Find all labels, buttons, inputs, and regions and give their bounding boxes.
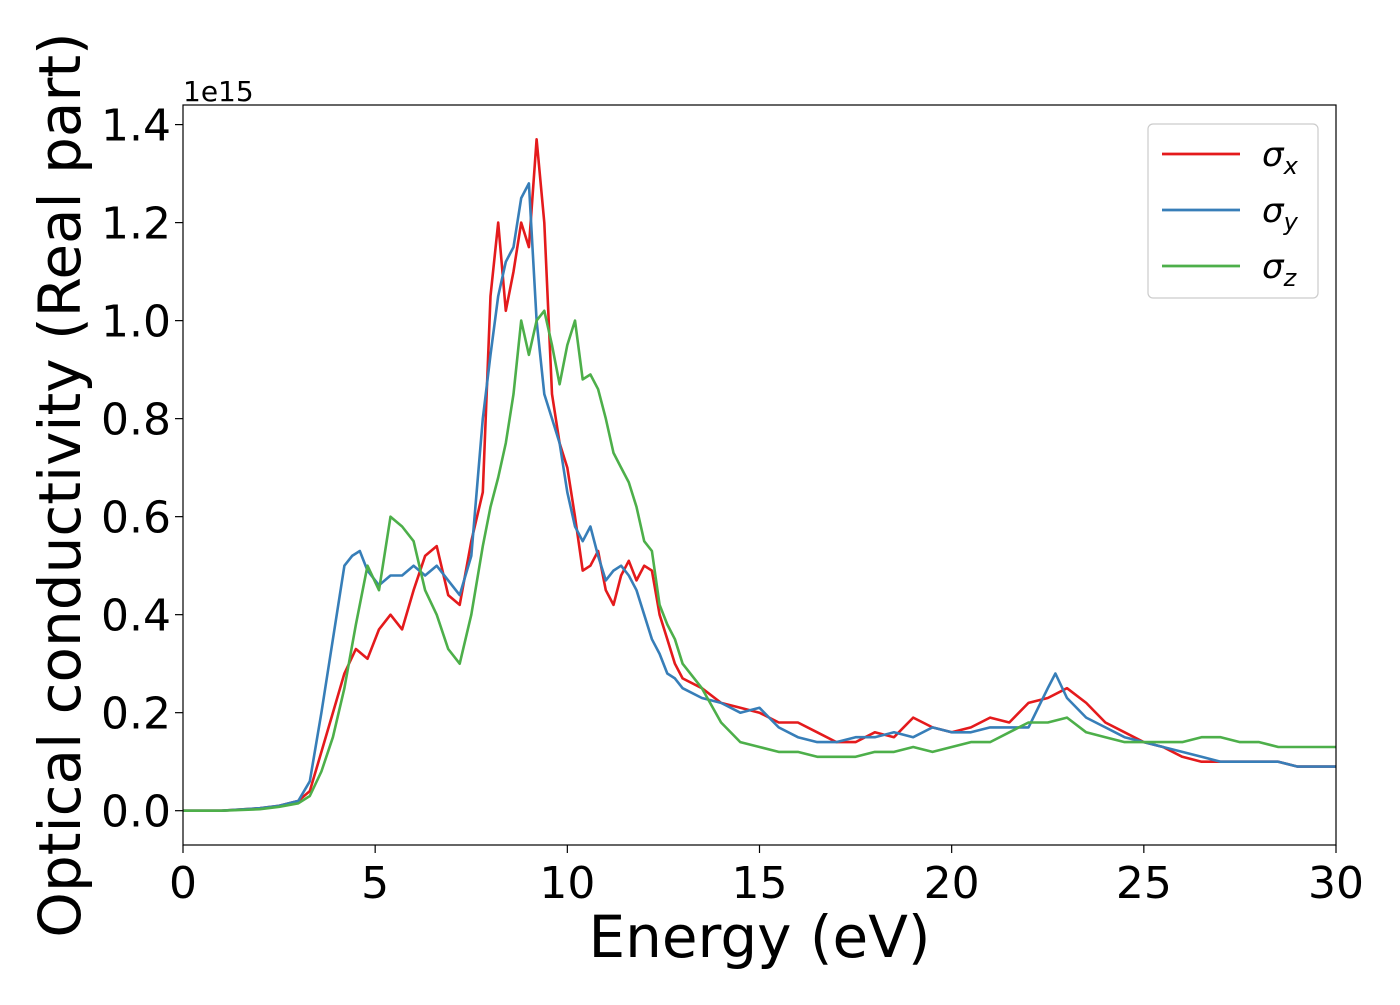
y-tick-label: 1.4 bbox=[101, 101, 171, 152]
y-tick-label: 0.8 bbox=[101, 395, 171, 446]
series-group bbox=[183, 138, 1336, 812]
x-axis-label: Energy (eV) bbox=[588, 903, 930, 971]
legend: σx σy σz bbox=[1147, 123, 1319, 299]
series-line-z bbox=[183, 309, 1336, 812]
x-tick-label: 15 bbox=[732, 858, 788, 909]
x-tick-label: 20 bbox=[924, 858, 980, 909]
x-tick-label: 0 bbox=[169, 858, 197, 909]
legend-label-y: σy bbox=[1262, 191, 1299, 236]
legend-label-x: σx bbox=[1262, 135, 1299, 180]
plot-area bbox=[182, 104, 1337, 846]
x-tick-label: 25 bbox=[1116, 858, 1172, 909]
y-tick-label: 0.4 bbox=[101, 591, 171, 642]
legend-label-z: σz bbox=[1262, 247, 1298, 292]
y-axis-ticks: 0.0 0.2 0.4 0.6 0.8 1.0 1.2 1.4 bbox=[101, 101, 183, 838]
y-tick-label: 0.0 bbox=[101, 787, 171, 838]
y-tick-label: 0.2 bbox=[101, 689, 171, 740]
x-tick-label: 10 bbox=[539, 858, 595, 909]
y-tick-label: 1.2 bbox=[101, 199, 171, 250]
y-axis-label: Optical conductivity (Real part) bbox=[26, 32, 94, 937]
y-offset-label: 1e15 bbox=[183, 75, 254, 108]
y-tick-label: 0.6 bbox=[101, 493, 171, 544]
x-axis-ticks: 0 5 10 15 20 25 30 bbox=[169, 845, 1364, 909]
x-tick-label: 30 bbox=[1308, 858, 1364, 909]
y-tick-label: 1.0 bbox=[101, 297, 171, 348]
series-line-y bbox=[183, 182, 1336, 812]
x-tick-label: 5 bbox=[361, 858, 389, 909]
series-line-x bbox=[183, 138, 1336, 812]
